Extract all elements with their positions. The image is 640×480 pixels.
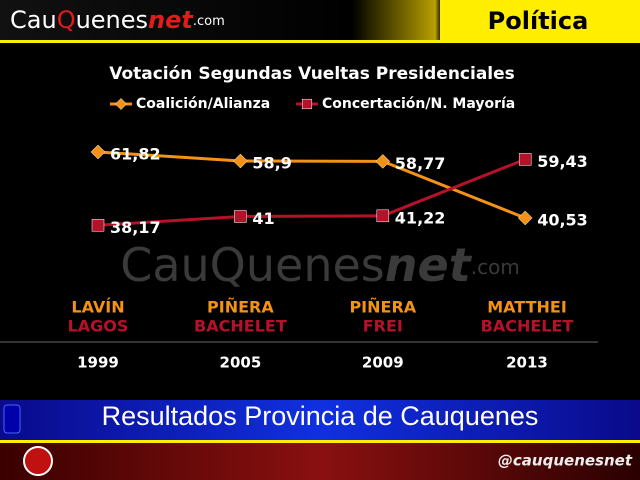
point	[518, 153, 532, 166]
data-label: 58,77	[395, 154, 446, 173]
candidate-label: PIÑERA	[349, 298, 416, 317]
point	[376, 209, 390, 223]
footer	[0, 443, 640, 480]
banner-text: Resultados Provincia de Cauquenes	[102, 401, 539, 431]
legend-label: Coalición/Alianza	[136, 96, 270, 112]
x-tick-label: 2009	[362, 354, 404, 372]
candidate-label: PIÑERA	[207, 298, 274, 317]
series-line	[97, 150, 526, 220]
banner-icon	[3, 404, 21, 434]
footer-rule	[0, 440, 640, 443]
legend-marker	[301, 98, 313, 110]
series-line	[97, 157, 526, 227]
section-box	[440, 0, 640, 42]
candidate-label: BACHELET	[481, 317, 574, 336]
data-label: 59,43	[537, 152, 588, 171]
point	[234, 210, 247, 223]
legend-marker	[115, 98, 127, 110]
candidate-label: MATTHEI	[487, 298, 567, 317]
data-label: 40,53	[537, 210, 588, 229]
point	[91, 219, 105, 232]
point	[233, 153, 248, 169]
point	[90, 144, 106, 160]
data-label: 38,17	[110, 218, 161, 237]
data-label: 58,9	[252, 154, 291, 173]
x-tick-label: 2005	[220, 354, 262, 372]
x-tick-label: 1999	[77, 354, 119, 372]
x-tick-label: 2013	[506, 354, 548, 372]
banner	[0, 400, 640, 440]
candidate-label: LAGOS	[68, 317, 129, 336]
section-title: Política	[488, 7, 589, 35]
point	[375, 154, 391, 169]
data-label: 41	[252, 209, 274, 228]
handle: @cauquenesnet	[498, 452, 633, 470]
chart-title: Votación Segundas Vueltas Presidenciales	[109, 64, 515, 84]
data-label: 41,22	[395, 208, 446, 227]
footer-globe	[23, 446, 53, 476]
point	[517, 210, 533, 226]
candidate-label: FREI	[363, 317, 403, 336]
logo: CauQuenesnet.com	[10, 6, 225, 34]
candidate-label: LAVÍN	[71, 298, 124, 317]
watermark: CauQuenesnet.com	[120, 238, 520, 292]
candidate-label: BACHELET	[194, 317, 287, 336]
top-rule	[0, 40, 640, 43]
data-label: 61,82	[110, 144, 161, 163]
legend-label: Concertación/N. Mayoría	[322, 96, 515, 112]
